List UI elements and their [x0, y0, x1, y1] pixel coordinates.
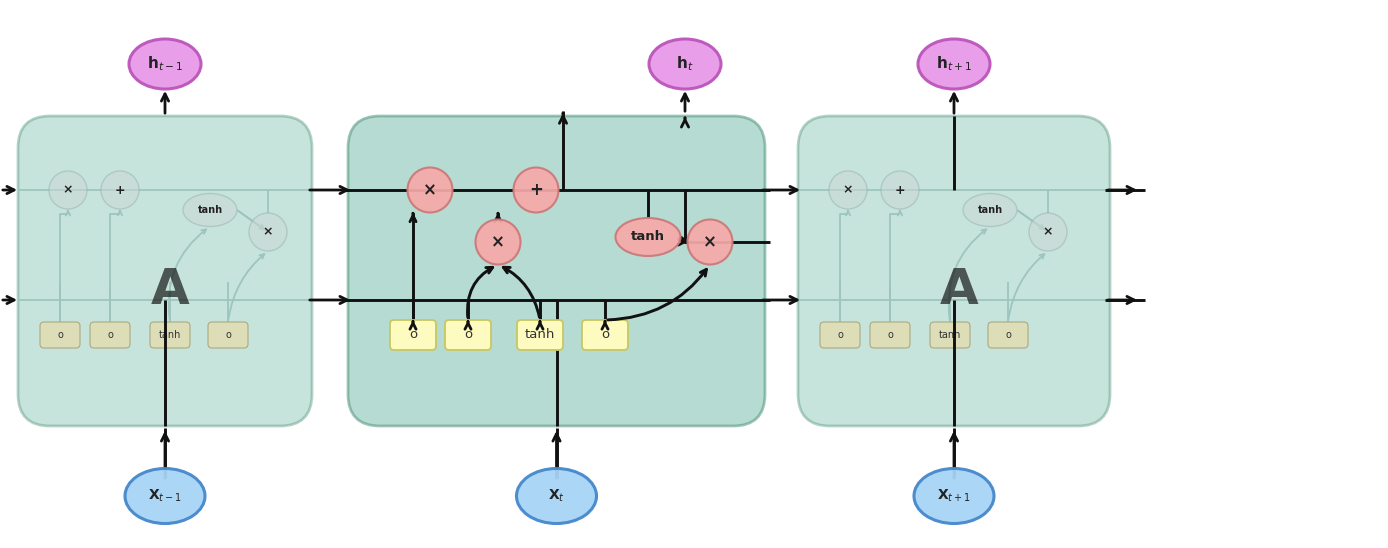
FancyBboxPatch shape: [516, 320, 564, 350]
Ellipse shape: [915, 469, 994, 523]
FancyBboxPatch shape: [446, 320, 491, 350]
FancyBboxPatch shape: [870, 322, 911, 348]
Circle shape: [1029, 213, 1067, 251]
Text: +: +: [115, 184, 125, 197]
Text: tanh: tanh: [938, 330, 960, 340]
Text: A: A: [940, 266, 979, 313]
Ellipse shape: [650, 39, 720, 89]
Text: X$_{t-1}$: X$_{t-1}$: [149, 488, 182, 504]
FancyBboxPatch shape: [150, 322, 190, 348]
FancyBboxPatch shape: [90, 322, 130, 348]
Text: tanh: tanh: [525, 328, 555, 341]
Text: +: +: [895, 184, 905, 197]
Circle shape: [687, 220, 733, 265]
Ellipse shape: [183, 193, 237, 226]
Circle shape: [881, 171, 919, 209]
Text: h$_{t}$: h$_{t}$: [676, 55, 694, 73]
FancyBboxPatch shape: [208, 322, 248, 348]
Text: tanh: tanh: [158, 330, 182, 340]
Text: ×: ×: [491, 233, 505, 251]
FancyBboxPatch shape: [40, 322, 81, 348]
Circle shape: [248, 213, 287, 251]
Circle shape: [49, 171, 87, 209]
Text: o: o: [107, 330, 112, 340]
Text: o: o: [1005, 330, 1010, 340]
Text: h$_{t+1}$: h$_{t+1}$: [936, 55, 972, 73]
FancyBboxPatch shape: [348, 116, 765, 426]
Text: A: A: [151, 266, 189, 313]
Text: ×: ×: [423, 181, 437, 199]
FancyBboxPatch shape: [390, 320, 436, 350]
Circle shape: [829, 171, 868, 209]
FancyBboxPatch shape: [820, 322, 861, 348]
Text: h$_{t-1}$: h$_{t-1}$: [147, 55, 183, 73]
Text: tanh: tanh: [977, 205, 1002, 215]
Text: o: o: [464, 328, 472, 341]
Text: tanh: tanh: [197, 205, 222, 215]
Text: X$_{t}$: X$_{t}$: [548, 488, 565, 504]
FancyBboxPatch shape: [582, 320, 627, 350]
Text: ×: ×: [1042, 225, 1053, 238]
Ellipse shape: [615, 218, 680, 256]
Text: o: o: [225, 330, 230, 340]
Text: ×: ×: [262, 225, 273, 238]
FancyBboxPatch shape: [798, 116, 1110, 426]
Circle shape: [101, 171, 139, 209]
Ellipse shape: [917, 39, 990, 89]
Text: ×: ×: [62, 184, 74, 197]
Ellipse shape: [125, 469, 205, 523]
Text: tanh: tanh: [632, 231, 665, 243]
Text: X$_{t+1}$: X$_{t+1}$: [937, 488, 972, 504]
Circle shape: [514, 168, 558, 213]
Circle shape: [476, 220, 520, 265]
Text: o: o: [601, 328, 609, 341]
Text: ×: ×: [843, 184, 854, 197]
Ellipse shape: [516, 469, 597, 523]
Text: o: o: [409, 328, 416, 341]
Text: +: +: [529, 181, 543, 199]
Ellipse shape: [963, 193, 1017, 226]
Circle shape: [408, 168, 452, 213]
Text: o: o: [57, 330, 62, 340]
FancyBboxPatch shape: [930, 322, 970, 348]
Text: o: o: [887, 330, 892, 340]
Ellipse shape: [129, 39, 201, 89]
Text: ×: ×: [704, 233, 718, 251]
Text: o: o: [837, 330, 843, 340]
FancyBboxPatch shape: [988, 322, 1029, 348]
FancyBboxPatch shape: [18, 116, 312, 426]
